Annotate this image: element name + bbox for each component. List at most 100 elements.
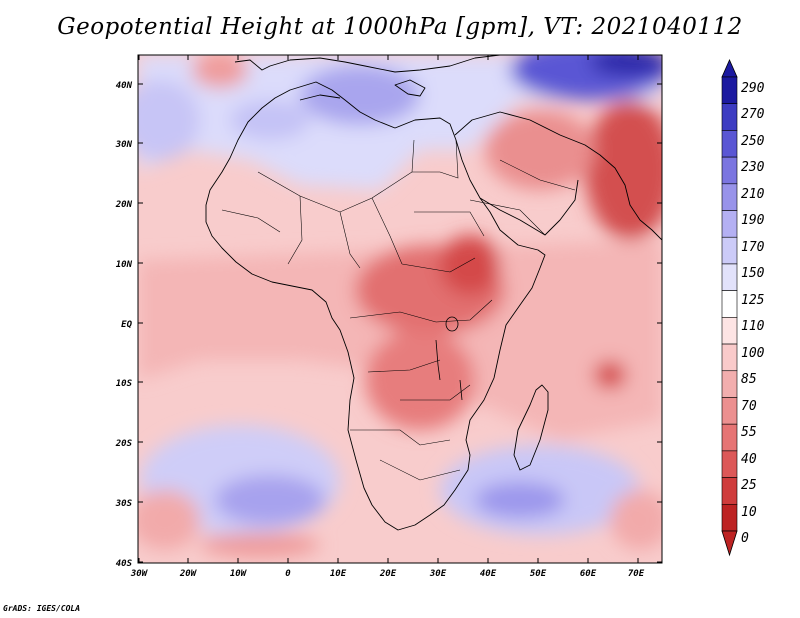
colorbar-label: 270 xyxy=(741,107,765,122)
border-sudan xyxy=(414,211,485,237)
east-africa-low xyxy=(440,235,500,295)
border-namibia xyxy=(350,429,451,446)
arabia-low xyxy=(485,110,595,190)
colorbar-label: 150 xyxy=(741,266,765,281)
border-sahara-north xyxy=(257,139,415,213)
country-borders xyxy=(221,139,576,481)
colorbar-segment xyxy=(721,130,738,158)
southern-africa-low xyxy=(365,330,475,430)
coastlines xyxy=(205,55,662,531)
india-low xyxy=(585,100,662,240)
colorbar-segment xyxy=(721,183,738,211)
border-east-africa xyxy=(435,299,493,323)
colorbar-label: 0 xyxy=(741,531,749,546)
map-frame xyxy=(137,54,663,564)
border-niger xyxy=(339,211,361,269)
indian-ocean-low xyxy=(594,361,626,389)
africa-coastline xyxy=(205,81,546,531)
atlantic-low-north xyxy=(192,55,248,88)
border-angola xyxy=(367,359,441,373)
credit-text: GrADS: IGES/COLA xyxy=(3,604,81,613)
lon-tick-label: 60E xyxy=(580,569,597,579)
lon-tick-label: 70E xyxy=(628,569,645,579)
colorbar-segment xyxy=(721,317,738,345)
atlantic-high-north xyxy=(138,80,200,160)
colorbar-segment xyxy=(721,290,738,318)
lon-tick-label: 30W xyxy=(130,569,149,579)
colorbar-label: 250 xyxy=(741,134,765,149)
lat-tick-label: 10N xyxy=(116,260,133,270)
lake-tanganyika xyxy=(435,339,441,381)
colorbar-label: 190 xyxy=(741,213,765,228)
colorbar-segment xyxy=(721,210,738,238)
colorbar-segment xyxy=(721,156,738,185)
europe-coastline xyxy=(234,55,501,73)
south-atlantic-core xyxy=(215,475,325,525)
colorbar-segment xyxy=(721,236,738,265)
lat-tick-label: 20S xyxy=(115,439,133,449)
mediterranean-coast xyxy=(299,94,341,101)
colorbar-label: 85 xyxy=(741,372,757,387)
colorbar-segment xyxy=(721,503,738,532)
south-low-band xyxy=(200,533,320,557)
border-congo xyxy=(349,311,437,323)
border-arabia xyxy=(499,159,576,191)
lat-tick-label: 40S xyxy=(116,559,133,569)
madagascar-coastline xyxy=(513,384,549,471)
page-title: Geopotential Height at 1000hPa [gpm], VT… xyxy=(57,14,743,40)
border-ethiopia xyxy=(469,199,546,236)
lat-tick-label: 30N xyxy=(115,140,133,150)
atlas-high xyxy=(230,100,310,140)
colorbar-label: 55 xyxy=(741,425,757,440)
colorbar-label: 170 xyxy=(741,240,765,255)
colorbar-label: 40 xyxy=(741,452,757,467)
border-central xyxy=(401,257,476,273)
south-east-low xyxy=(610,490,662,550)
lon-tick-label: 30E xyxy=(429,569,447,579)
colorbar-top-arrow xyxy=(721,59,738,78)
lon-tick-label: 40E xyxy=(480,569,497,579)
colorbar-label: 210 xyxy=(741,187,765,202)
lake-victoria xyxy=(445,316,459,332)
colorbar-label: 100 xyxy=(741,346,765,361)
longitude-axis: 30W 20W 10W 0 10E 20E 30E 40E 50E 60E 70… xyxy=(130,569,645,579)
colorbar-segment xyxy=(721,370,738,398)
south-west-low xyxy=(138,490,200,550)
colorbar-label: 10 xyxy=(741,505,757,520)
lat-tick-label: 40N xyxy=(116,81,133,91)
lat-tick-label: EQ xyxy=(121,320,132,330)
lon-tick-label: 0 xyxy=(285,569,291,579)
colorbar-label: 290 xyxy=(741,81,765,96)
height-field xyxy=(138,55,662,563)
south-indian-core xyxy=(475,482,565,518)
colorbar-label: 110 xyxy=(741,319,765,334)
colorbar: 290 270 250 230 210 190 170 150 125 110 … xyxy=(721,59,765,557)
tick-marks xyxy=(138,55,662,563)
colorbar-segment xyxy=(721,397,738,425)
border-south-africa xyxy=(379,459,461,481)
colorbar-label: 230 xyxy=(741,160,765,175)
border-mali xyxy=(287,195,303,265)
lake-malawi xyxy=(459,379,463,401)
lon-tick-label: 20W xyxy=(179,569,198,579)
latitude-axis: 40N 30N 20N 10N EQ 10S 20S 30S 40S xyxy=(115,81,133,569)
colorbar-segment xyxy=(721,423,738,452)
colorbar-label: 25 xyxy=(741,478,757,493)
colorbar-segment xyxy=(721,76,738,105)
colorbar-segment xyxy=(721,477,738,505)
colorbar-segment xyxy=(721,450,738,478)
colorbar-label: 125 xyxy=(741,293,765,308)
colorbar-bottom-arrow xyxy=(721,530,738,557)
colorbar-segment xyxy=(721,343,738,372)
border-west-africa xyxy=(221,209,281,233)
asia-coastline xyxy=(454,111,662,241)
colorbar-segment xyxy=(721,263,738,291)
lat-tick-label: 20N xyxy=(115,200,133,210)
lon-tick-label: 10E xyxy=(330,569,347,579)
border-egypt-libya xyxy=(412,139,459,179)
colorbar-label: 70 xyxy=(741,399,757,414)
lon-tick-label: 10W xyxy=(230,569,248,579)
mediterranean-high xyxy=(300,65,420,125)
